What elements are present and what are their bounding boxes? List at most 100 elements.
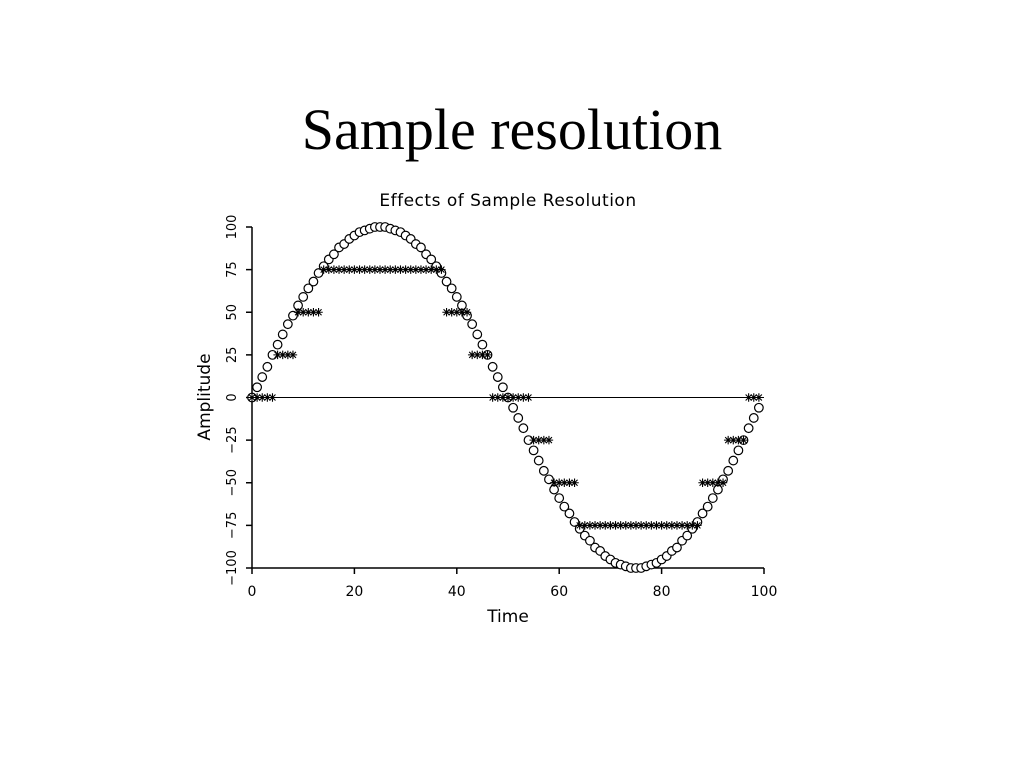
data-point [442, 308, 451, 317]
data-point [621, 521, 630, 530]
data-point [580, 521, 589, 530]
data-point [616, 521, 625, 530]
data-point [497, 382, 508, 393]
data-point [642, 521, 651, 530]
data-point [702, 501, 713, 512]
data-point [749, 393, 758, 402]
data-point [446, 283, 457, 294]
data-point [488, 393, 497, 402]
data-point [555, 478, 564, 487]
data-point [406, 265, 415, 274]
data-point [304, 308, 313, 317]
series-asterisk [247, 265, 764, 530]
data-point [657, 521, 666, 530]
data-point [626, 521, 636, 530]
data-point [319, 265, 328, 274]
data-point [538, 465, 549, 476]
data-point [729, 435, 738, 445]
data-point [473, 350, 482, 360]
data-point [744, 393, 753, 402]
data-point [667, 521, 677, 530]
data-point [565, 478, 574, 487]
data-point [386, 265, 395, 274]
data-point [467, 350, 477, 360]
data-point [401, 265, 410, 274]
data-point [652, 521, 661, 530]
x-tick-label: 40 [448, 584, 466, 600]
data-point [288, 310, 298, 321]
y-axis-label: Amplitude [195, 353, 215, 440]
data-point [257, 372, 268, 382]
data-point [569, 517, 580, 527]
data-point [585, 521, 595, 530]
data-point [339, 265, 349, 274]
data-point [472, 329, 483, 340]
data-point [303, 283, 314, 294]
data-point [519, 393, 528, 402]
data-point [549, 478, 559, 487]
data-point [247, 393, 257, 402]
data-point [703, 478, 712, 487]
data-point [753, 402, 764, 413]
data-point [743, 423, 754, 434]
data-point [263, 393, 272, 402]
data-point [682, 530, 693, 541]
data-point [258, 393, 267, 402]
data-point [282, 319, 293, 330]
data-point [252, 393, 262, 402]
data-point [508, 393, 518, 402]
data-point [723, 465, 734, 476]
y-tick-label: 25 [225, 347, 240, 364]
data-point [457, 308, 467, 317]
x-tick-label: 0 [248, 584, 257, 600]
data-point [631, 521, 641, 530]
data-point [688, 521, 697, 530]
data-point [601, 521, 610, 530]
data-point [437, 265, 446, 274]
data-point [647, 521, 656, 530]
data-point [672, 542, 682, 553]
data-point [493, 393, 502, 402]
data-point [416, 242, 426, 253]
data-point [334, 265, 344, 274]
data-point [564, 508, 575, 519]
data-point [365, 265, 374, 274]
x-tick-label: 60 [550, 584, 568, 600]
data-point [718, 478, 728, 487]
data-point [278, 350, 287, 360]
data-point [492, 372, 503, 382]
data-point [590, 521, 600, 530]
data-point [273, 350, 282, 360]
data-point [416, 265, 426, 274]
data-point [575, 521, 584, 530]
data-point [375, 265, 385, 274]
data-point [544, 435, 554, 445]
data-point [308, 276, 319, 287]
data-point [268, 393, 277, 402]
data-point [380, 265, 390, 274]
data-point [252, 382, 263, 393]
data-point [636, 521, 646, 530]
data-point [314, 308, 323, 317]
data-point [544, 474, 554, 485]
data-point [560, 478, 569, 487]
data-point [288, 350, 298, 360]
data-point [723, 435, 733, 445]
data-point [677, 521, 687, 530]
data-point [683, 521, 692, 530]
series-layer [247, 222, 764, 573]
data-point [728, 455, 739, 466]
data-point [277, 329, 288, 340]
data-point [559, 501, 570, 512]
data-point [672, 521, 682, 530]
data-point [514, 393, 523, 402]
data-point [697, 508, 708, 519]
data-point [734, 435, 743, 445]
data-point [293, 308, 303, 317]
data-point [283, 350, 293, 360]
data-point [313, 268, 324, 278]
data-point [748, 413, 759, 423]
data-point [698, 478, 707, 487]
data-point [713, 478, 723, 487]
y-tick-label: −25 [225, 426, 240, 453]
